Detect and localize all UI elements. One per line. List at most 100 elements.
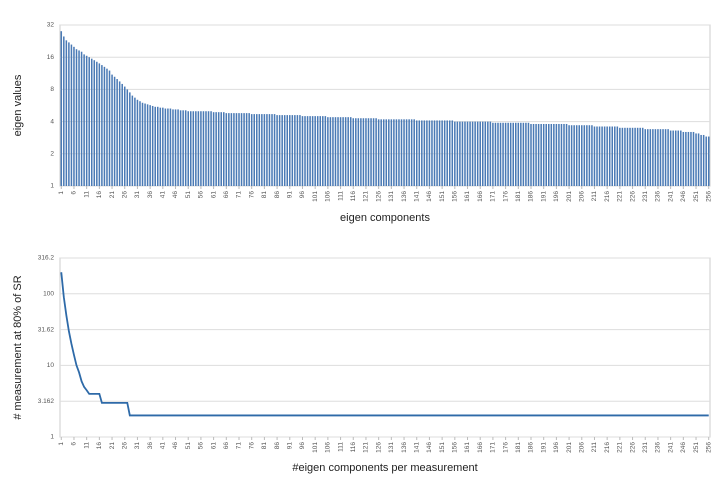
bar <box>669 130 672 186</box>
bar <box>535 123 537 186</box>
bar <box>583 125 586 186</box>
bar <box>520 122 522 186</box>
bar <box>90 58 93 186</box>
bar <box>283 115 286 186</box>
bar <box>489 121 492 186</box>
bar <box>517 122 520 186</box>
bar <box>202 111 205 186</box>
bar <box>692 131 695 186</box>
bar <box>466 121 469 186</box>
bar <box>395 119 398 186</box>
bar <box>316 116 319 186</box>
bar <box>611 126 614 186</box>
x-tick-label: 51 <box>185 442 192 450</box>
x-tick-label: 116 <box>350 442 357 453</box>
x-tick-label: 116 <box>350 191 357 202</box>
bar <box>78 50 80 187</box>
bar <box>664 129 667 186</box>
bar <box>184 110 187 186</box>
bar <box>192 111 195 186</box>
bar <box>380 119 382 186</box>
bar <box>405 119 408 186</box>
bar <box>690 131 692 186</box>
bar <box>398 119 400 186</box>
bar <box>418 120 421 186</box>
bar <box>446 120 448 186</box>
x-tick-label: 181 <box>515 191 522 202</box>
x-tick-label: 56 <box>198 191 205 199</box>
bar <box>413 119 415 186</box>
x-tick-label: 141 <box>413 191 420 202</box>
x-tick-label: 246 <box>680 442 687 453</box>
bar <box>268 114 271 186</box>
bar <box>223 112 225 186</box>
bar <box>672 130 674 186</box>
bar <box>327 117 329 186</box>
bar <box>73 46 75 186</box>
bar <box>393 119 395 186</box>
bar <box>85 55 88 186</box>
x-tick-label: 221 <box>617 442 624 453</box>
x-tick-label: 176 <box>502 191 509 202</box>
bar <box>515 122 517 186</box>
bar <box>167 108 169 186</box>
bar <box>377 119 380 186</box>
bar <box>349 117 352 186</box>
y-axis-title: # measurement at 80% of SR <box>12 275 24 419</box>
bar <box>608 126 611 186</box>
bar <box>286 115 289 186</box>
x-tick-label: 186 <box>528 191 535 202</box>
bar <box>441 120 443 186</box>
x-tick-label: 231 <box>642 191 649 202</box>
bar <box>309 116 311 186</box>
x-tick-label: 121 <box>363 442 370 453</box>
x-tick-label: 121 <box>363 191 370 202</box>
bar <box>136 99 139 186</box>
bar <box>695 133 697 186</box>
bar <box>540 123 542 186</box>
bar <box>570 125 573 186</box>
bar <box>591 125 593 186</box>
x-tick-label: 166 <box>477 442 484 453</box>
x-tick-label: 216 <box>604 191 611 202</box>
bar <box>289 115 291 186</box>
y-tick-label: 3.162 <box>38 398 55 405</box>
bar <box>382 119 385 186</box>
bar <box>408 119 410 186</box>
x-tick-label: 11 <box>83 442 90 449</box>
bar <box>141 102 144 186</box>
bar <box>230 113 233 186</box>
x-tick-label: 221 <box>617 191 624 202</box>
bar <box>365 118 367 186</box>
bar <box>631 127 634 186</box>
x-tick-label: 61 <box>210 191 217 199</box>
bar <box>497 122 499 186</box>
bar <box>174 109 177 186</box>
x-tick-label: 236 <box>655 442 662 453</box>
y-tick-label: 31.62 <box>38 326 55 333</box>
bar <box>240 113 243 186</box>
bar <box>558 123 560 186</box>
bar <box>139 101 141 186</box>
bar <box>667 129 669 186</box>
plot-frame <box>59 257 711 438</box>
bar <box>118 81 121 186</box>
bar <box>593 126 596 186</box>
x-tick-label: 1 <box>58 191 65 195</box>
bar <box>619 127 621 186</box>
bar <box>657 129 659 186</box>
bar <box>322 116 324 186</box>
x-tick-label: 81 <box>261 191 268 199</box>
bar <box>459 121 461 186</box>
x-tick-label: 26 <box>121 442 128 450</box>
bar <box>512 122 514 186</box>
bar <box>357 118 360 186</box>
bar <box>63 36 65 186</box>
bar <box>415 120 418 186</box>
x-tick-label: 1 <box>58 442 65 446</box>
x-tick-label: 131 <box>388 442 395 453</box>
bar <box>149 105 151 186</box>
bar <box>550 123 553 186</box>
bar <box>603 126 606 186</box>
line <box>60 272 709 417</box>
